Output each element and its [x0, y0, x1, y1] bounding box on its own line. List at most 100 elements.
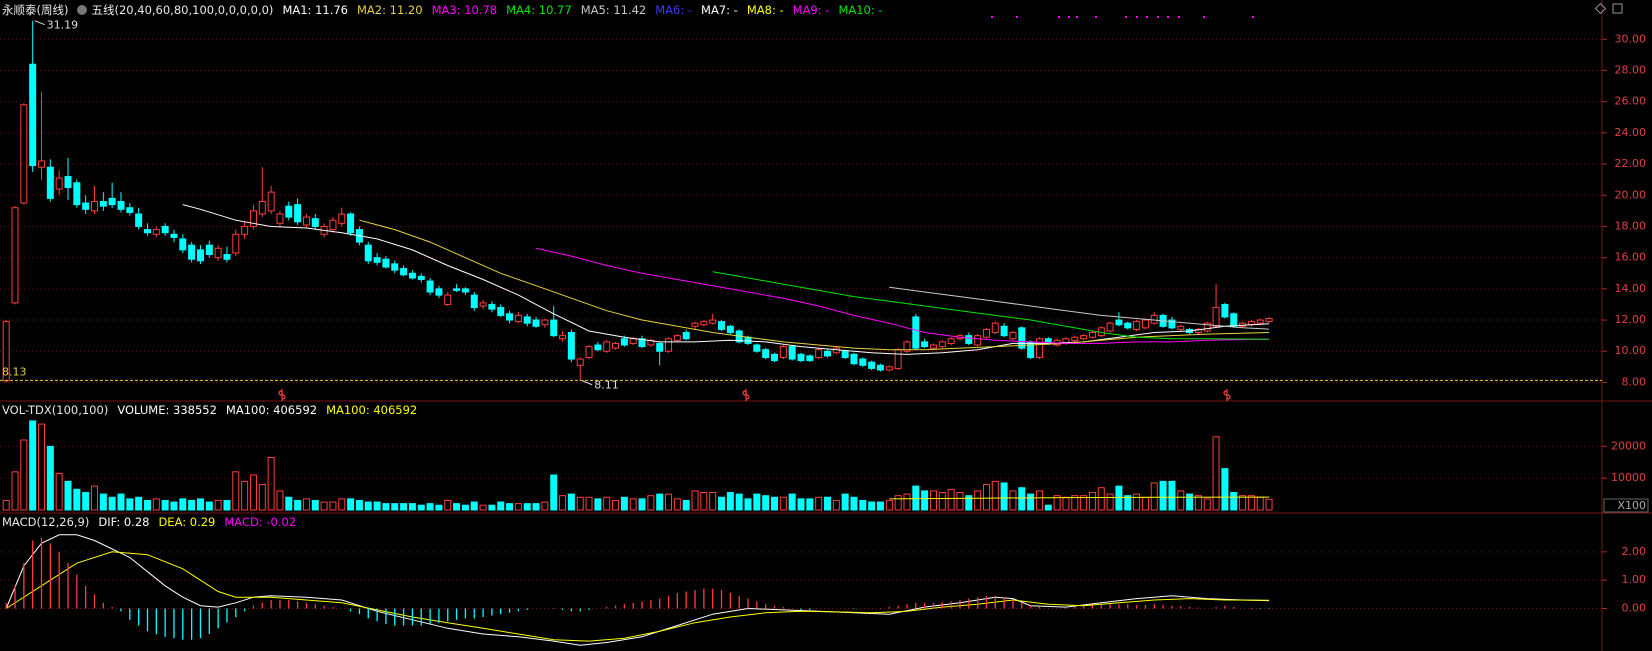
diamond-icon[interactable] [1594, 2, 1607, 15]
unit-box [1603, 498, 1649, 513]
candle-body [876, 364, 884, 371]
volume-bar [435, 504, 443, 511]
candle-body [294, 204, 302, 223]
volume-bar [1141, 496, 1149, 511]
square-icon[interactable] [1612, 3, 1623, 14]
candle-body [1141, 319, 1149, 329]
volume-bar [1168, 480, 1176, 511]
volume-bar [135, 496, 143, 511]
volume-bar [400, 503, 408, 511]
candle-body [1009, 332, 1017, 340]
candle-body [921, 341, 929, 348]
candle-body [841, 350, 849, 358]
candle-body [576, 358, 584, 366]
candle-body [400, 268, 408, 276]
volume-bar [453, 503, 461, 511]
candle-body [718, 321, 726, 330]
volume-bar [108, 496, 116, 511]
y-tick-label: 20000 [1611, 439, 1646, 452]
candle-body [744, 336, 752, 344]
volume-bar [311, 499, 319, 511]
candle-body [788, 346, 796, 360]
volume-bar [241, 480, 249, 511]
volume-bar [276, 490, 284, 511]
y-tick-label: 14.00 [1615, 282, 1647, 295]
volume-bar [143, 499, 151, 511]
candle-body [214, 247, 222, 259]
y-tick-label: 10.00 [1615, 344, 1647, 357]
candle-body [196, 249, 204, 262]
candle-body [135, 213, 143, 227]
y-tick-label: 24.00 [1615, 126, 1647, 139]
volume-bar [1159, 480, 1167, 511]
candle-body [435, 288, 443, 296]
reference-label: 8.13 [2, 365, 27, 378]
candle-body [90, 201, 98, 212]
legend-entry: DIF: 0.28 [98, 515, 150, 529]
candle-body [241, 225, 249, 235]
volume-bar [338, 498, 346, 511]
candle-body [1265, 317, 1273, 323]
candle-body [603, 341, 611, 352]
menu-icon [77, 5, 88, 15]
candle-body [461, 288, 469, 293]
volume-bar [161, 499, 169, 511]
volume-bar [567, 493, 575, 511]
candle-body [426, 280, 434, 293]
volume-bar [99, 493, 107, 511]
candle-body [117, 201, 125, 210]
candle-body [329, 219, 337, 231]
volume-bar [1088, 492, 1096, 511]
volume-bar [1247, 495, 1255, 511]
volume-bar [258, 484, 266, 511]
candle-body [108, 197, 116, 206]
candle-body [479, 302, 487, 307]
candle-body [73, 182, 81, 206]
y-tick-label: 2.00 [1622, 545, 1647, 558]
volume-bar [479, 504, 487, 511]
volume-bar [612, 499, 620, 511]
y-tick-label: 20.00 [1615, 188, 1647, 201]
candle-body [302, 216, 310, 226]
volume-bar [417, 504, 425, 511]
candle-body [612, 342, 620, 349]
panel-header: 永顺泰(周线) 五线(20,40,60,80,100,0,0,0,0,0) MA1:… [2, 2, 883, 18]
candle-body [665, 338, 673, 352]
candle-body [55, 177, 63, 190]
annotation-arrow [34, 20, 45, 26]
volume-bar [974, 490, 982, 511]
volume-bar [1097, 487, 1105, 511]
candle-body [249, 210, 257, 227]
volume-bar [514, 503, 522, 511]
volume-bar [903, 493, 911, 511]
unit-label: X100 [1617, 499, 1646, 512]
candle-body [559, 335, 567, 340]
candle-body [1203, 322, 1211, 332]
ma-line [182, 204, 1270, 355]
candle-body [903, 341, 911, 352]
candle-body [364, 244, 372, 262]
candle-body [1106, 322, 1114, 332]
volume-bar [788, 493, 796, 511]
volume-bar [470, 501, 478, 511]
volume-bar [541, 501, 549, 511]
volume-bar [90, 485, 98, 511]
volume-bar [709, 492, 717, 511]
volume-bar [285, 496, 293, 511]
candle-body [859, 358, 867, 366]
volume-bar [444, 499, 452, 511]
candle-body [1027, 341, 1035, 358]
volume-bar [461, 504, 469, 511]
candle-body [267, 191, 275, 212]
volume-bar [294, 499, 302, 511]
panel-title: MACD(12,26,9) [2, 515, 90, 529]
volume-bar [329, 501, 337, 511]
candle-body [1230, 313, 1238, 327]
volume-bar [753, 493, 761, 511]
volume-bar [718, 496, 726, 511]
candle-body [974, 335, 982, 346]
candle-body [170, 233, 178, 238]
legend-entry: MA8: - [746, 3, 784, 17]
volume-bar [497, 501, 505, 511]
volume-bar [73, 488, 81, 511]
